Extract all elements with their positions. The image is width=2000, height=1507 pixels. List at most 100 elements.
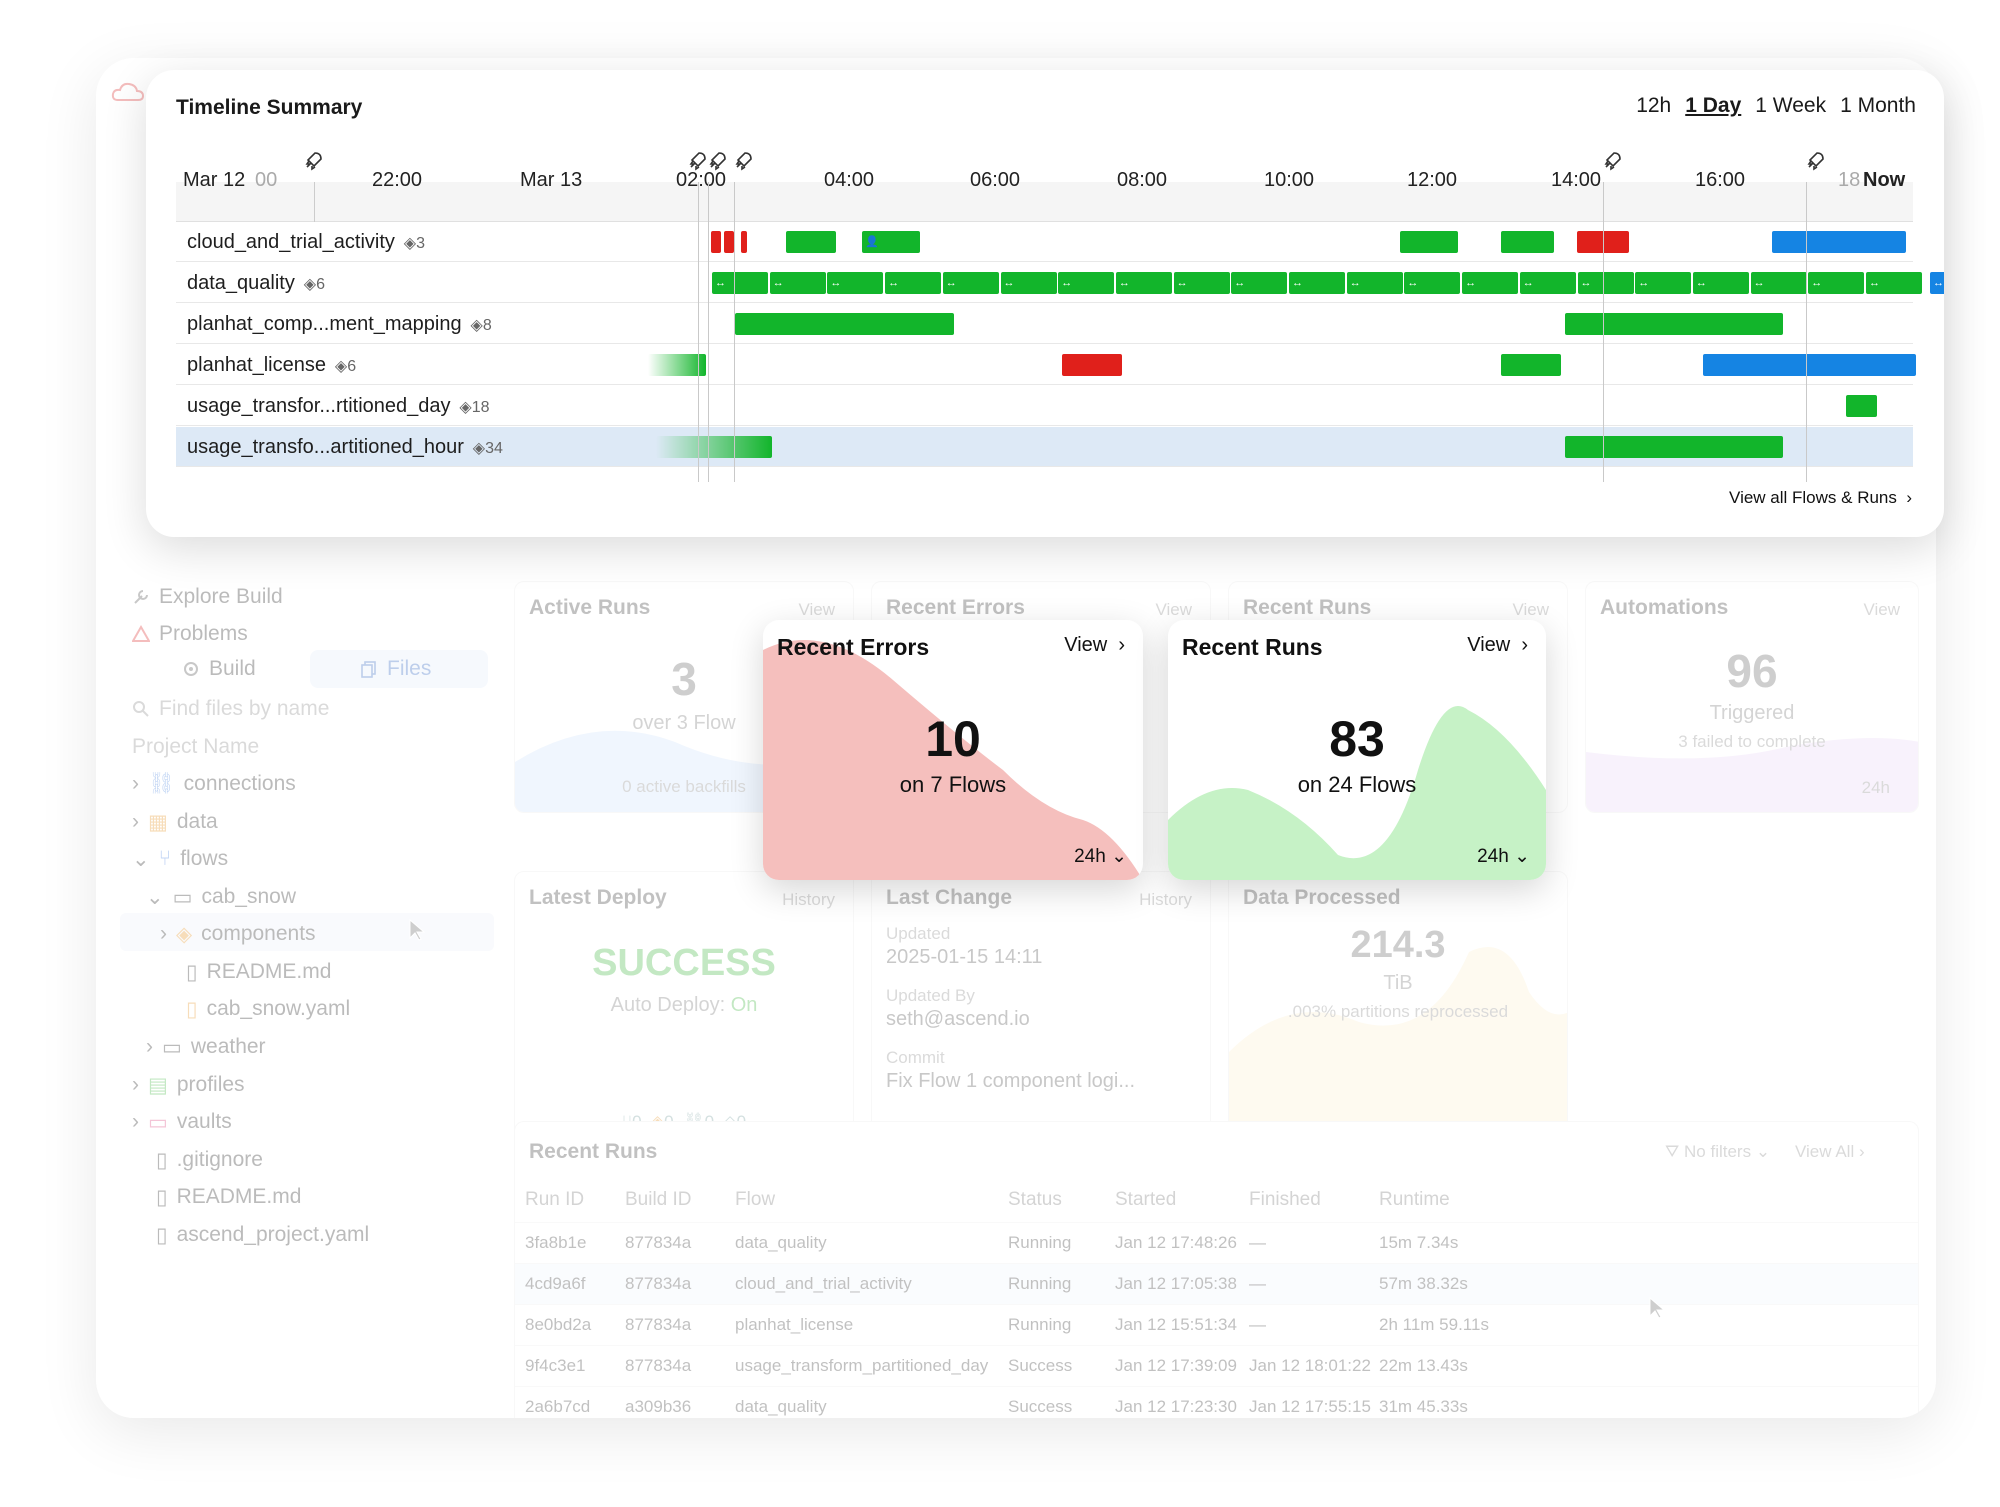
- run-bar-success[interactable]: ↔: [942, 272, 999, 294]
- tree-item-readme-2[interactable]: ▯ README.md: [156, 1185, 302, 1209]
- recent-errors-view-link[interactable]: View ›: [1064, 634, 1125, 656]
- range-option-2[interactable]: 1 Week: [1755, 94, 1827, 117]
- run-bar-error[interactable]: [711, 231, 721, 253]
- run-bar-success[interactable]: ↔: [827, 272, 884, 294]
- table-row[interactable]: 2a6b7cd a309b36 data_quality Success Jan 12 …: [515, 1386, 1918, 1418]
- automations-view-link[interactable]: View: [1863, 600, 1900, 619]
- rocket-icon[interactable]: [1804, 150, 1826, 172]
- run-bar-success[interactable]: [1400, 231, 1458, 253]
- rocket-icon[interactable]: [732, 150, 754, 172]
- run-bar-success[interactable]: ↔: [1808, 272, 1865, 294]
- run-bar-running[interactable]: [1772, 231, 1906, 253]
- rocket-icon[interactable]: [686, 150, 708, 172]
- column-header[interactable]: Run ID: [525, 1189, 585, 1210]
- run-bar-success[interactable]: ↔: [1289, 272, 1345, 294]
- tree-item-flows[interactable]: ⌄ ⑂ flows: [132, 847, 229, 871]
- run-bar-success[interactable]: ↔: [1000, 272, 1057, 294]
- range-option-0[interactable]: 12h: [1636, 94, 1672, 117]
- range-option-3[interactable]: 1 Month: [1840, 94, 1916, 117]
- run-bar-success[interactable]: ↔: [1750, 272, 1807, 294]
- column-header[interactable]: Flow: [735, 1189, 776, 1210]
- run-bar-success[interactable]: [786, 231, 836, 253]
- table-row[interactable]: 3fa8b1e 877834a data_quality Running Jan 12 …: [515, 1222, 1918, 1263]
- problems-link[interactable]: Problems: [132, 617, 248, 651]
- run-bar-error[interactable]: [724, 231, 734, 253]
- recent-runs-range-dropdown[interactable]: 24h ⌄: [1477, 846, 1530, 867]
- automations-range[interactable]: 24h: [1861, 778, 1890, 797]
- run-bar-success[interactable]: ↔: [1231, 272, 1288, 294]
- run-bar-success[interactable]: ↔: [1173, 272, 1230, 294]
- run-bar-success[interactable]: ↔: [1346, 272, 1403, 294]
- timeline-row[interactable]: planhat_license ◈6: [176, 345, 1916, 385]
- column-header[interactable]: Runtime: [1379, 1189, 1450, 1210]
- table-row[interactable]: 8e0bd2a 877834a planhat_license Running Jan …: [515, 1304, 1918, 1345]
- column-header[interactable]: Status: [1008, 1189, 1062, 1210]
- column-header[interactable]: Finished: [1249, 1189, 1321, 1210]
- run-bar-success[interactable]: ↔: [1519, 272, 1576, 294]
- tree-item-readme-1[interactable]: ▯ README.md: [186, 960, 332, 984]
- run-bar-success[interactable]: ↔: [1462, 272, 1519, 294]
- file-search-input[interactable]: Find files by name: [132, 692, 329, 726]
- table-row[interactable]: 4cd9a6f 877834a cloud_and_trial_activity Ru…: [515, 1263, 1918, 1304]
- column-header[interactable]: Build ID: [625, 1189, 692, 1210]
- run-bar-success[interactable]: [1565, 436, 1783, 458]
- timeline-row[interactable]: usage_transfo...artitioned_hour ◈34: [176, 427, 1913, 467]
- run-bar-error[interactable]: [741, 231, 747, 253]
- tree-item-profiles[interactable]: › ▤ profiles: [132, 1073, 245, 1097]
- latest-deploy-history-link[interactable]: History: [782, 890, 835, 909]
- timeline-row[interactable]: planhat_comp...ment_mapping ◈8: [176, 304, 1913, 344]
- table-row[interactable]: 9f4c3e1 877834a usage_transform_partitione…: [515, 1345, 1918, 1386]
- run-bar-success[interactable]: [735, 313, 954, 335]
- run-bar-success[interactable]: ↔: [769, 272, 826, 294]
- rocket-icon[interactable]: [1601, 150, 1623, 172]
- view-all-flows-link[interactable]: View all Flows & Runs ›: [1729, 488, 1912, 507]
- tree-item-weather[interactable]: › ▭ weather: [146, 1035, 266, 1059]
- run-bar-error[interactable]: [1062, 354, 1122, 376]
- tree-item-vaults[interactable]: › ▭ vaults: [132, 1110, 232, 1134]
- tree-item-gitignore[interactable]: ▯ .gitignore: [156, 1148, 263, 1172]
- column-header[interactable]: Started: [1115, 1189, 1177, 1210]
- tab-files[interactable]: Files: [310, 650, 488, 688]
- run-bar-running[interactable]: [1703, 354, 1916, 376]
- explore-build-link[interactable]: Explore Build: [132, 580, 283, 614]
- run-bar-success[interactable]: ↔: [1058, 272, 1115, 294]
- tab-build[interactable]: Build: [182, 652, 256, 686]
- rocket-icon[interactable]: [706, 150, 728, 172]
- run-bar-success[interactable]: ↔: [1404, 272, 1461, 294]
- run-bar-success[interactable]: [1501, 231, 1554, 253]
- recent-errors-range-dropdown[interactable]: 24h ⌄: [1074, 846, 1127, 867]
- run-bar-success[interactable]: [656, 436, 772, 458]
- run-bar-success[interactable]: ↔: [1635, 272, 1692, 294]
- tree-item-data[interactable]: › ▦ data: [132, 810, 218, 834]
- filters-button[interactable]: ⛛ No filters ⌄: [1665, 1142, 1771, 1161]
- run-bar-success[interactable]: 👤: [862, 231, 920, 253]
- run-bar-success[interactable]: ↔: [1577, 272, 1634, 294]
- view-all-link[interactable]: View All ›: [1795, 1142, 1865, 1161]
- run-bar-success[interactable]: ↔: [1866, 272, 1922, 294]
- tree-item-project-yaml[interactable]: ▯ ascend_project.yaml: [156, 1223, 370, 1247]
- run-bar-success[interactable]: ↔: [712, 272, 768, 294]
- run-bar-success[interactable]: [1846, 395, 1877, 417]
- tree-item-components[interactable]: › ◈ components: [160, 922, 316, 946]
- tree-item-cab-snow[interactable]: ⌄ ▭ cab_snow: [146, 885, 297, 909]
- run-bar-success[interactable]: ↔: [1692, 272, 1749, 294]
- rocket-icon[interactable]: [302, 150, 324, 172]
- tree-item-connections[interactable]: › ⛓ connections: [132, 772, 296, 795]
- range-option-1[interactable]: 1 Day: [1685, 94, 1742, 117]
- tree-item-cab-snow-yaml[interactable]: ▯ cab_snow.yaml: [186, 997, 351, 1021]
- timeline-row[interactable]: data_quality ◈6 ↔ ↔ ↔ ↔ ↔ ↔ ↔ ↔ ↔ ↔ ↔ ↔ ↔ ↔ ↔ ↔ ↔ ↔ ↔ ↔ ↔ ↔: [176, 263, 1944, 303]
- recent-errors-bg-view[interactable]: View: [1155, 600, 1192, 619]
- timeline-row[interactable]: usage_transfor...rtitioned_day ◈18: [176, 386, 1913, 426]
- recent-runs-bg-view[interactable]: View: [1512, 600, 1549, 619]
- active-runs-view-link[interactable]: View: [798, 600, 835, 619]
- timeline-row[interactable]: cloud_and_trial_activity ◈3 👤: [176, 222, 1913, 262]
- run-bar-running[interactable]: ↔: [1930, 272, 1944, 294]
- last-change-history-link[interactable]: History: [1139, 890, 1192, 909]
- run-bar-success[interactable]: [648, 354, 706, 376]
- run-bar-success[interactable]: ↔: [1115, 272, 1172, 294]
- run-bar-success[interactable]: ↔: [885, 272, 942, 294]
- recent-runs-card[interactable]: Recent Runs View › 83 on 24 Flows 24h ⌄: [1168, 620, 1546, 880]
- recent-errors-card[interactable]: Recent Errors View › 10 on 7 Flows 24h ⌄: [763, 620, 1143, 880]
- run-bar-success[interactable]: [1565, 313, 1783, 335]
- recent-runs-view-link[interactable]: View ›: [1467, 634, 1528, 656]
